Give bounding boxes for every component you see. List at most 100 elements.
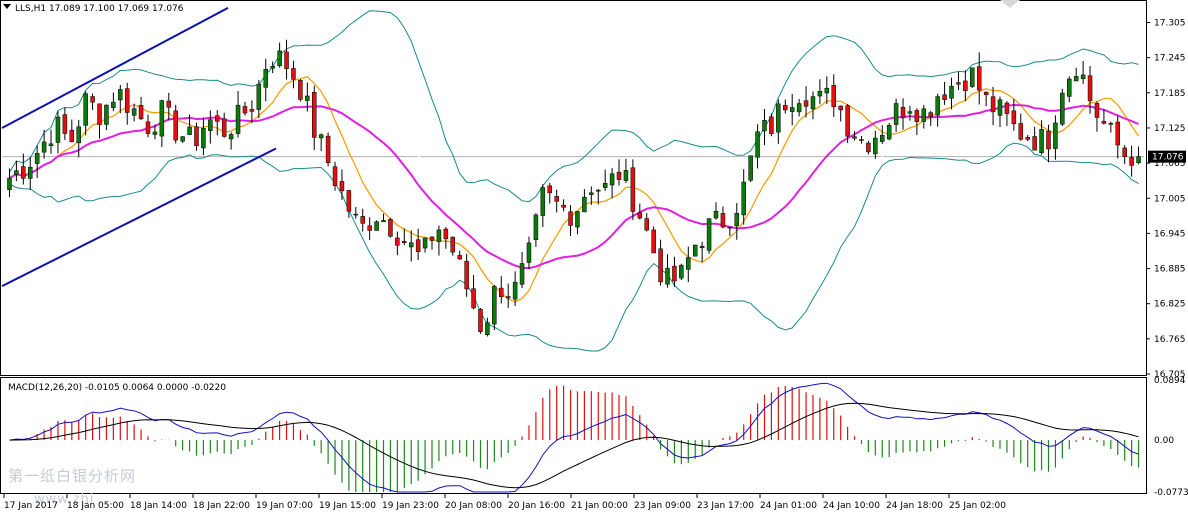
macd-signal-line — [9, 402, 1139, 489]
candle-body — [561, 204, 566, 208]
time-tick-label: 25 Jan 02:00 — [949, 501, 1006, 511]
time-tick-label: 18 Jan 22:00 — [193, 501, 250, 511]
candle-body — [540, 187, 546, 216]
candle-body — [935, 96, 940, 116]
candle-body — [138, 104, 144, 120]
candle-body — [318, 134, 324, 139]
candle-body — [1004, 102, 1010, 114]
time-tick-label: 24 Jan 10:00 — [823, 501, 880, 511]
candle-body — [21, 166, 26, 179]
candle-body — [672, 265, 677, 282]
macd-tick-label: 0.00 — [1154, 436, 1174, 446]
candle-body — [408, 242, 414, 248]
candle-body — [471, 288, 476, 309]
candle-body — [575, 211, 580, 228]
candle-body — [921, 108, 927, 122]
channel-lower-line — [1, 147, 277, 288]
candle-body — [748, 155, 753, 181]
menu-arrow-icon[interactable] — [3, 4, 11, 9]
candle-body — [859, 139, 864, 141]
candle-body — [55, 116, 61, 143]
candle-body — [1129, 157, 1134, 166]
candle-body — [291, 68, 296, 80]
candle-body — [769, 116, 774, 134]
candle-body — [1080, 74, 1086, 80]
candle-body — [422, 237, 428, 249]
candle-body — [679, 264, 684, 279]
candle-body — [485, 322, 490, 336]
candle-body — [1094, 103, 1100, 118]
macd-tick-label: -0.0773 — [1154, 488, 1188, 498]
candle-body — [637, 212, 643, 219]
candle-body — [609, 173, 615, 186]
candle-body — [824, 87, 830, 94]
candle-body — [381, 220, 386, 223]
candle-body — [776, 103, 781, 133]
price-tick-label: 16.705 — [1154, 370, 1186, 380]
price-tick-label: 16.885 — [1154, 265, 1186, 275]
candle-body — [270, 66, 275, 69]
candle-body — [741, 181, 746, 216]
candle-body — [325, 135, 331, 164]
time-tick-label: 19 Jan 15:00 — [319, 501, 376, 511]
candle-body — [457, 255, 462, 260]
candle-body — [1122, 147, 1127, 157]
candle-body — [346, 190, 352, 212]
candle-body — [526, 242, 532, 263]
candle-body — [1060, 92, 1065, 125]
candle-body — [305, 95, 310, 101]
candle-body — [734, 212, 740, 227]
candle-body — [492, 286, 497, 325]
candle-body — [602, 183, 608, 188]
time-tick-label: 18 Jan 05:00 — [67, 501, 124, 511]
price-tick-label: 17.065 — [1154, 159, 1186, 169]
candle-body — [727, 226, 733, 229]
candle-body — [686, 257, 691, 270]
macd-panel-frame — [0, 377, 1147, 494]
candle-body — [595, 189, 601, 192]
candle-body — [1053, 122, 1058, 149]
candle-body — [27, 166, 33, 179]
candle-body — [970, 67, 975, 87]
candle-body — [62, 114, 68, 134]
candle-body — [907, 111, 913, 114]
candle-body — [879, 134, 885, 142]
candle-body — [124, 88, 130, 113]
candle-body — [360, 216, 365, 224]
candle-body — [1101, 120, 1107, 124]
candle-body — [284, 51, 289, 69]
candle-body — [1046, 130, 1051, 150]
candle-body — [589, 192, 594, 195]
candle-body — [443, 228, 449, 240]
price-tick-label: 17.005 — [1154, 194, 1186, 204]
time-axis: 17 Jan 2017 18 Jan 05:00 18 Jan 14:00 18 Ja… — [3, 494, 1006, 511]
candle-body — [41, 141, 47, 153]
candle-body — [519, 263, 525, 285]
price-tick-label: 17.305 — [1154, 19, 1186, 29]
candle-body — [332, 166, 338, 186]
candle-body — [983, 91, 989, 95]
candle-body — [554, 196, 559, 202]
candle-body — [893, 103, 899, 125]
candle-body — [1136, 156, 1141, 164]
candle-body — [76, 126, 81, 144]
current-price-tag: 17.076 — [1148, 150, 1186, 163]
candle-body — [395, 237, 400, 246]
time-tick-label: 23 Jan 09:00 — [634, 501, 691, 511]
candle-body — [277, 50, 282, 67]
candle-body — [866, 142, 871, 153]
candle-body — [976, 66, 982, 91]
candle-body — [201, 128, 206, 149]
candle-body — [928, 112, 933, 117]
candle-body — [180, 136, 185, 142]
candle-body — [582, 196, 587, 213]
main-panel-frame — [0, 0, 1147, 376]
time-tick-label: 20 Jan 08:00 — [445, 501, 502, 511]
price-tick-label: 16.825 — [1154, 300, 1186, 310]
candle-body — [173, 110, 178, 141]
price-tick-label: 17.185 — [1154, 89, 1186, 99]
time-tick-label: 18 Jan 14:00 — [130, 501, 187, 511]
watermark: 第一纸白银分析网 — [8, 467, 136, 485]
symbol-info: LLS,H1 17.089 17.100 17.069 17.076 — [15, 4, 184, 14]
